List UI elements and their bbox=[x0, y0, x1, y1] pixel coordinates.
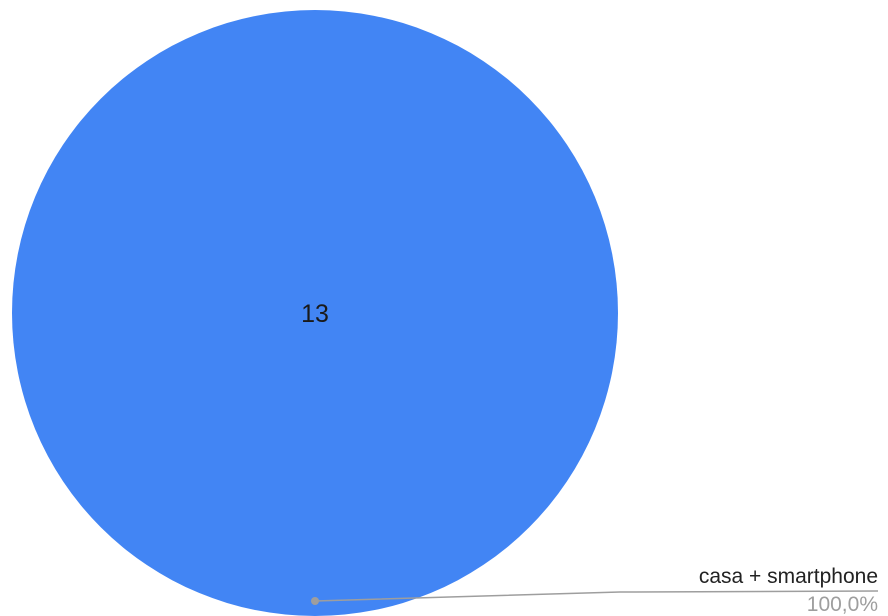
legend-label: casa + smartphone bbox=[699, 565, 878, 588]
legend: casa + smartphone 100,0% bbox=[311, 565, 879, 616]
pie-slice bbox=[12, 10, 618, 616]
pie-slices bbox=[12, 10, 618, 616]
slice-labels: 13 bbox=[301, 300, 329, 328]
leader-dot bbox=[311, 597, 319, 605]
slice-value-label: 13 bbox=[301, 300, 329, 328]
leader-line bbox=[314, 590, 879, 602]
legend-percent: 100,0% bbox=[807, 593, 878, 616]
